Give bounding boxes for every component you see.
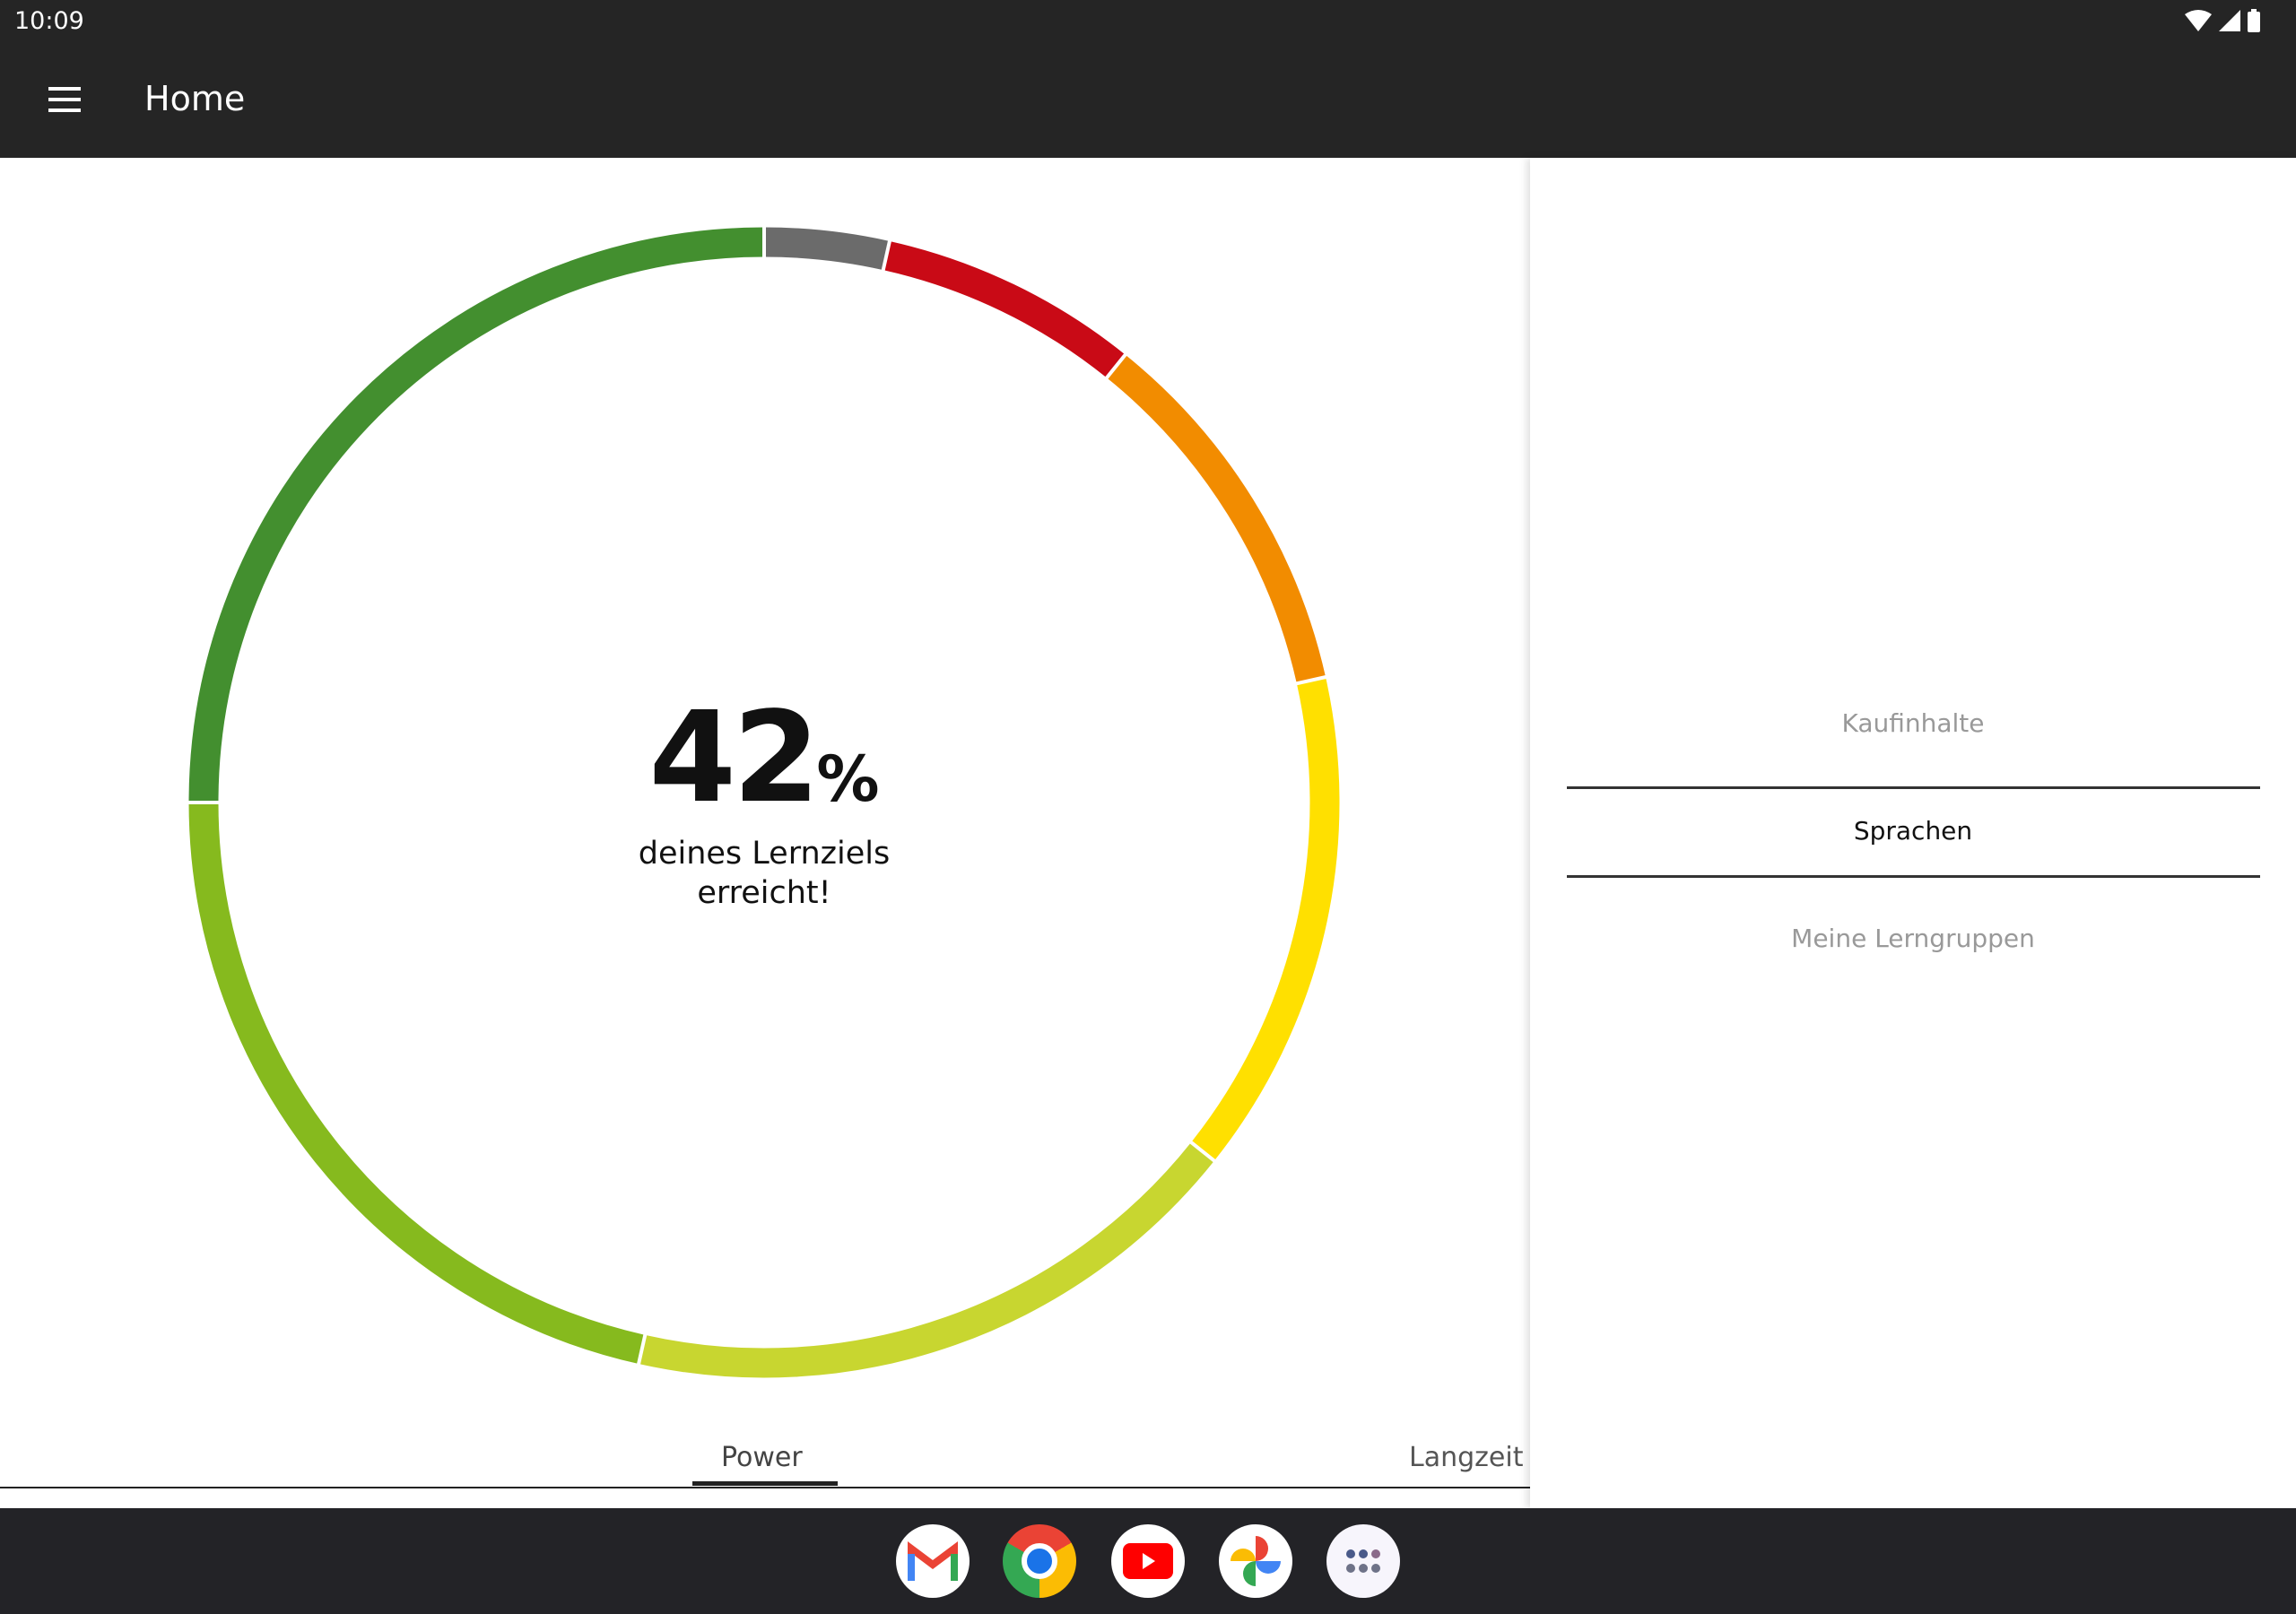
segment-gap [1188, 1140, 1217, 1164]
segment-gap [1104, 351, 1128, 381]
segment-gap [636, 1332, 648, 1367]
donut-segment-7 [188, 227, 765, 803]
wifi-icon [2185, 10, 2212, 31]
status-icons [2185, 9, 2260, 32]
percent-sign: % [816, 742, 880, 816]
menu-item-meine-lerngruppen[interactable]: Meine Lerngruppen [1791, 924, 2035, 953]
menu-item-sprachen[interactable]: Sprachen [1853, 816, 1973, 846]
donut-segment-3 [1106, 354, 1326, 684]
tab-langzeit[interactable]: Langzeit [1409, 1442, 1524, 1473]
photos-icon[interactable] [1219, 1524, 1292, 1598]
tab-divider [0, 1487, 1530, 1488]
donut-segment-6 [188, 802, 646, 1365]
caption-line1: deines Lernziels [638, 836, 891, 872]
youtube-icon[interactable] [1111, 1524, 1185, 1598]
menu-item-kaufinhalte[interactable]: Kaufinhalte [1841, 708, 1985, 738]
side-menu: Kaufinhalte Sprachen Meine Lerngruppen [1530, 158, 2296, 1508]
donut-segment-2 [883, 240, 1126, 378]
tab-power[interactable]: Power [721, 1442, 803, 1473]
donut-segment-1 [763, 227, 890, 271]
battery-icon [2248, 9, 2260, 32]
donut-segment-5 [639, 1141, 1214, 1378]
donut-segment-4 [1191, 677, 1340, 1161]
dock [0, 1508, 2296, 1614]
progress-panel: 42% deines Lernziels erreicht! Power Lan… [0, 158, 1530, 1508]
status-time: 10:09 [14, 7, 84, 35]
progress-caption: deines Lernziels erreicht! [585, 834, 944, 913]
chrome-icon[interactable] [1003, 1524, 1076, 1598]
progress-donut-chart [187, 225, 1340, 1378]
page-title: Home [144, 79, 246, 118]
progress-percent: 42% [585, 696, 944, 821]
divider [1567, 786, 2260, 789]
caption-line2: erreicht! [697, 875, 831, 911]
app-drawer-icon[interactable] [1326, 1524, 1400, 1598]
hamburger-menu-icon[interactable] [48, 87, 81, 112]
percent-value: 42 [648, 685, 821, 831]
active-tab-indicator [692, 1481, 838, 1486]
app-bar: 10:09 Home [0, 0, 2296, 158]
segment-gap [1294, 674, 1328, 686]
gmail-icon[interactable] [896, 1524, 970, 1598]
signal-icon [2219, 10, 2240, 31]
segment-gap [881, 239, 892, 273]
divider [1567, 875, 2260, 878]
